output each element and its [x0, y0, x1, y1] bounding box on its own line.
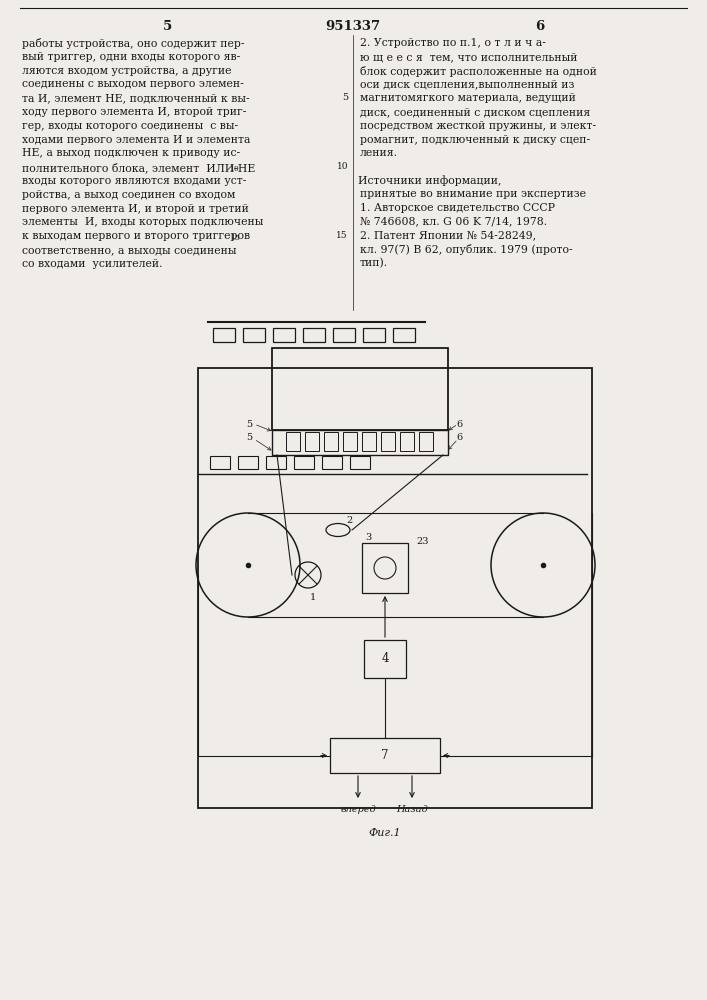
Text: 5: 5: [163, 20, 173, 33]
Text: 23: 23: [416, 537, 428, 546]
Text: входы которого являются входами уст-: входы которого являются входами уст-: [22, 176, 246, 186]
Text: Источники информации,: Источники информации,: [358, 175, 502, 186]
Text: Назад: Назад: [396, 805, 428, 814]
Text: 1. Авторское свидетельство СССР: 1. Авторское свидетельство СССР: [360, 203, 555, 213]
Text: 951337: 951337: [325, 20, 380, 33]
Text: 2. Патент Японии № 54-28249,: 2. Патент Японии № 54-28249,: [360, 230, 536, 240]
Text: НЕ, а выход подключен к приводу ис-: НЕ, а выход подключен к приводу ис-: [22, 148, 240, 158]
Text: гер, входы которого соединены  с вы-: гер, входы которого соединены с вы-: [22, 121, 238, 131]
Text: 6: 6: [456, 433, 462, 442]
Text: к выходам первого и второго триггеров: к выходам первого и второго триггеров: [22, 231, 250, 241]
Text: кл. 97(7) В 62, опублик. 1979 (прото-: кл. 97(7) В 62, опублик. 1979 (прото-: [360, 244, 573, 255]
Text: вперед: вперед: [340, 805, 376, 814]
Text: 6: 6: [456, 420, 462, 429]
Text: 10: 10: [229, 165, 239, 173]
Text: ю щ е е с я  тем, что исполнительный: ю щ е е с я тем, что исполнительный: [360, 52, 578, 62]
Text: тип).: тип).: [360, 258, 388, 268]
Text: посредством жесткой пружины, и элект-: посредством жесткой пружины, и элект-: [360, 121, 596, 131]
Text: со входами  усилителей.: со входами усилителей.: [22, 259, 163, 269]
Text: 2: 2: [346, 516, 352, 525]
Text: принятые во внимание при экспертизе: принятые во внимание при экспертизе: [360, 189, 586, 199]
Text: 7: 7: [381, 749, 389, 762]
Text: 6: 6: [535, 20, 544, 33]
Text: элементы  И, входы которых подключены: элементы И, входы которых подключены: [22, 217, 264, 227]
Text: первого элемента И, и второй и третий: первого элемента И, и второй и третий: [22, 204, 249, 214]
Text: № 746608, кл. G 06 K 7/14, 1978.: № 746608, кл. G 06 K 7/14, 1978.: [360, 216, 547, 226]
Text: 5: 5: [246, 433, 252, 442]
Text: 15: 15: [230, 234, 240, 242]
Text: работы устройства, оно содержит пер-: работы устройства, оно содержит пер-: [22, 38, 245, 49]
Text: 3: 3: [365, 533, 371, 542]
Text: диск, соединенный с диском сцепления: диск, соединенный с диском сцепления: [360, 107, 590, 117]
Text: ройства, а выход соединен со входом: ройства, а выход соединен со входом: [22, 190, 235, 200]
Text: магнитомягкого материала, ведущий: магнитомягкого материала, ведущий: [360, 93, 576, 103]
Text: ления.: ления.: [360, 148, 398, 158]
Text: 4: 4: [381, 652, 389, 666]
Text: полнительного блока, элемент  ИЛИ-НЕ: полнительного блока, элемент ИЛИ-НЕ: [22, 162, 255, 173]
Text: 5: 5: [246, 420, 252, 429]
Text: 2. Устройство по п.1, о т л и ч а-: 2. Устройство по п.1, о т л и ч а-: [360, 38, 546, 48]
Text: вый триггер, одни входы которого яв-: вый триггер, одни входы которого яв-: [22, 52, 240, 62]
Text: ходу первого элемента И, второй триг-: ходу первого элемента И, второй триг-: [22, 107, 246, 117]
Text: 15: 15: [337, 231, 348, 240]
Text: Фиг.1: Фиг.1: [368, 828, 402, 838]
Text: соединены с выходом первого элемен-: соединены с выходом первого элемен-: [22, 79, 244, 89]
Text: соответственно, а выходы соединены: соответственно, а выходы соединены: [22, 245, 237, 255]
Text: блок содержит расположенные на одной: блок содержит расположенные на одной: [360, 66, 597, 77]
Text: та И, элемент НЕ, подключенный к вы-: та И, элемент НЕ, подключенный к вы-: [22, 93, 250, 103]
Text: 10: 10: [337, 162, 348, 171]
Text: 5: 5: [342, 93, 348, 102]
Text: ляются входом устройства, а другие: ляются входом устройства, а другие: [22, 66, 231, 76]
Text: 1: 1: [310, 593, 316, 602]
Text: ходами первого элемента И и элемента: ходами первого элемента И и элемента: [22, 135, 250, 145]
Text: оси диск сцепления,выполненный из: оси диск сцепления,выполненный из: [360, 79, 574, 89]
Text: ромагнит, подключенный к диску сцеп-: ромагнит, подключенный к диску сцеп-: [360, 135, 590, 145]
